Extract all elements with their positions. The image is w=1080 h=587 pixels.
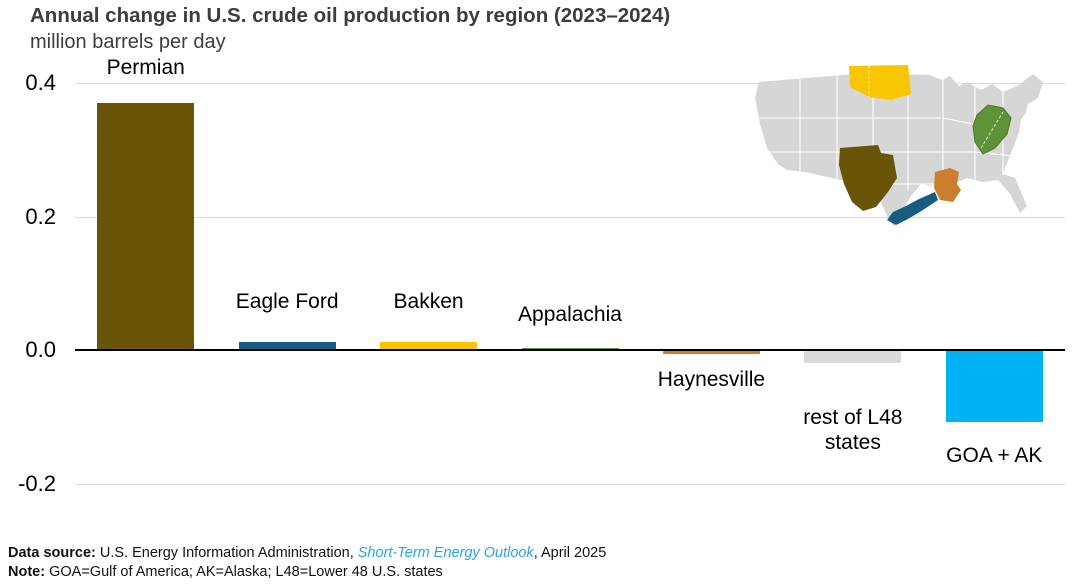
bar-label-permian: Permian [106, 56, 185, 80]
bar-label-rest-of-l48-states: rest of L48 states [803, 406, 903, 455]
bar-eagle-ford [239, 342, 336, 351]
us-map-inset [745, 60, 1067, 235]
y-tick-label--0.2: -0.2 [18, 470, 56, 496]
x-axis-zero-line [75, 349, 1065, 351]
data-source-date: , April 2025 [533, 545, 607, 561]
map-region-haynesville [934, 168, 961, 202]
steo-report-link[interactable]: Short-Term Energy Outlook [357, 545, 534, 561]
bar-rest-of-l48-states [804, 350, 901, 363]
bar-goa-ak [946, 350, 1043, 422]
note-line: Note: GOA=Gulf of America; AK=Alaska; L4… [8, 563, 606, 582]
data-source-label: Data source: [8, 545, 96, 561]
gridline-0.4 [75, 83, 1065, 84]
bar-haynesville [663, 350, 760, 354]
state-borders [755, 73, 1014, 194]
y-tick-label-0.4: 0.4 [25, 70, 56, 95]
bar-permian [97, 103, 194, 350]
data-source-text: U.S. Energy Information Administration, [95, 545, 358, 561]
chart-title: Annual change in U.S. crude oil producti… [30, 4, 671, 27]
y-tick-label-0.2: 0.2 [25, 203, 56, 229]
data-source-line: Data source: U.S. Energy Information Adm… [8, 544, 606, 563]
gridline-0.2 [75, 217, 1065, 218]
chart-subtitle: million barrels per day [30, 31, 226, 53]
bar-label-eagle-ford: Eagle Ford [235, 289, 339, 313]
footer-notes: Data source: U.S. Energy Information Adm… [8, 544, 606, 582]
map-region-bakken [849, 65, 911, 100]
bar-label-bakken: Bakken [393, 289, 464, 313]
us-land-silhouette [755, 73, 1043, 227]
note-text: GOA=Gulf of America; AK=Alaska; L48=Lowe… [45, 564, 443, 580]
us-map [755, 65, 1043, 227]
bar-label-goa-ak: GOA + AK [946, 444, 1043, 468]
bar-label-appalachia: Appalachia [518, 302, 622, 326]
y-tick-label-0.0: 0.0 [25, 337, 56, 363]
region-inner-borders [868, 66, 1004, 149]
map-region-permian [839, 145, 897, 211]
note-label: Note: [8, 564, 46, 580]
map-region-eagle-ford [887, 192, 938, 225]
bar-bakken [380, 342, 477, 351]
bar-label-haynesville: Haynesville [657, 368, 766, 392]
gridline--0.2 [75, 484, 1065, 485]
